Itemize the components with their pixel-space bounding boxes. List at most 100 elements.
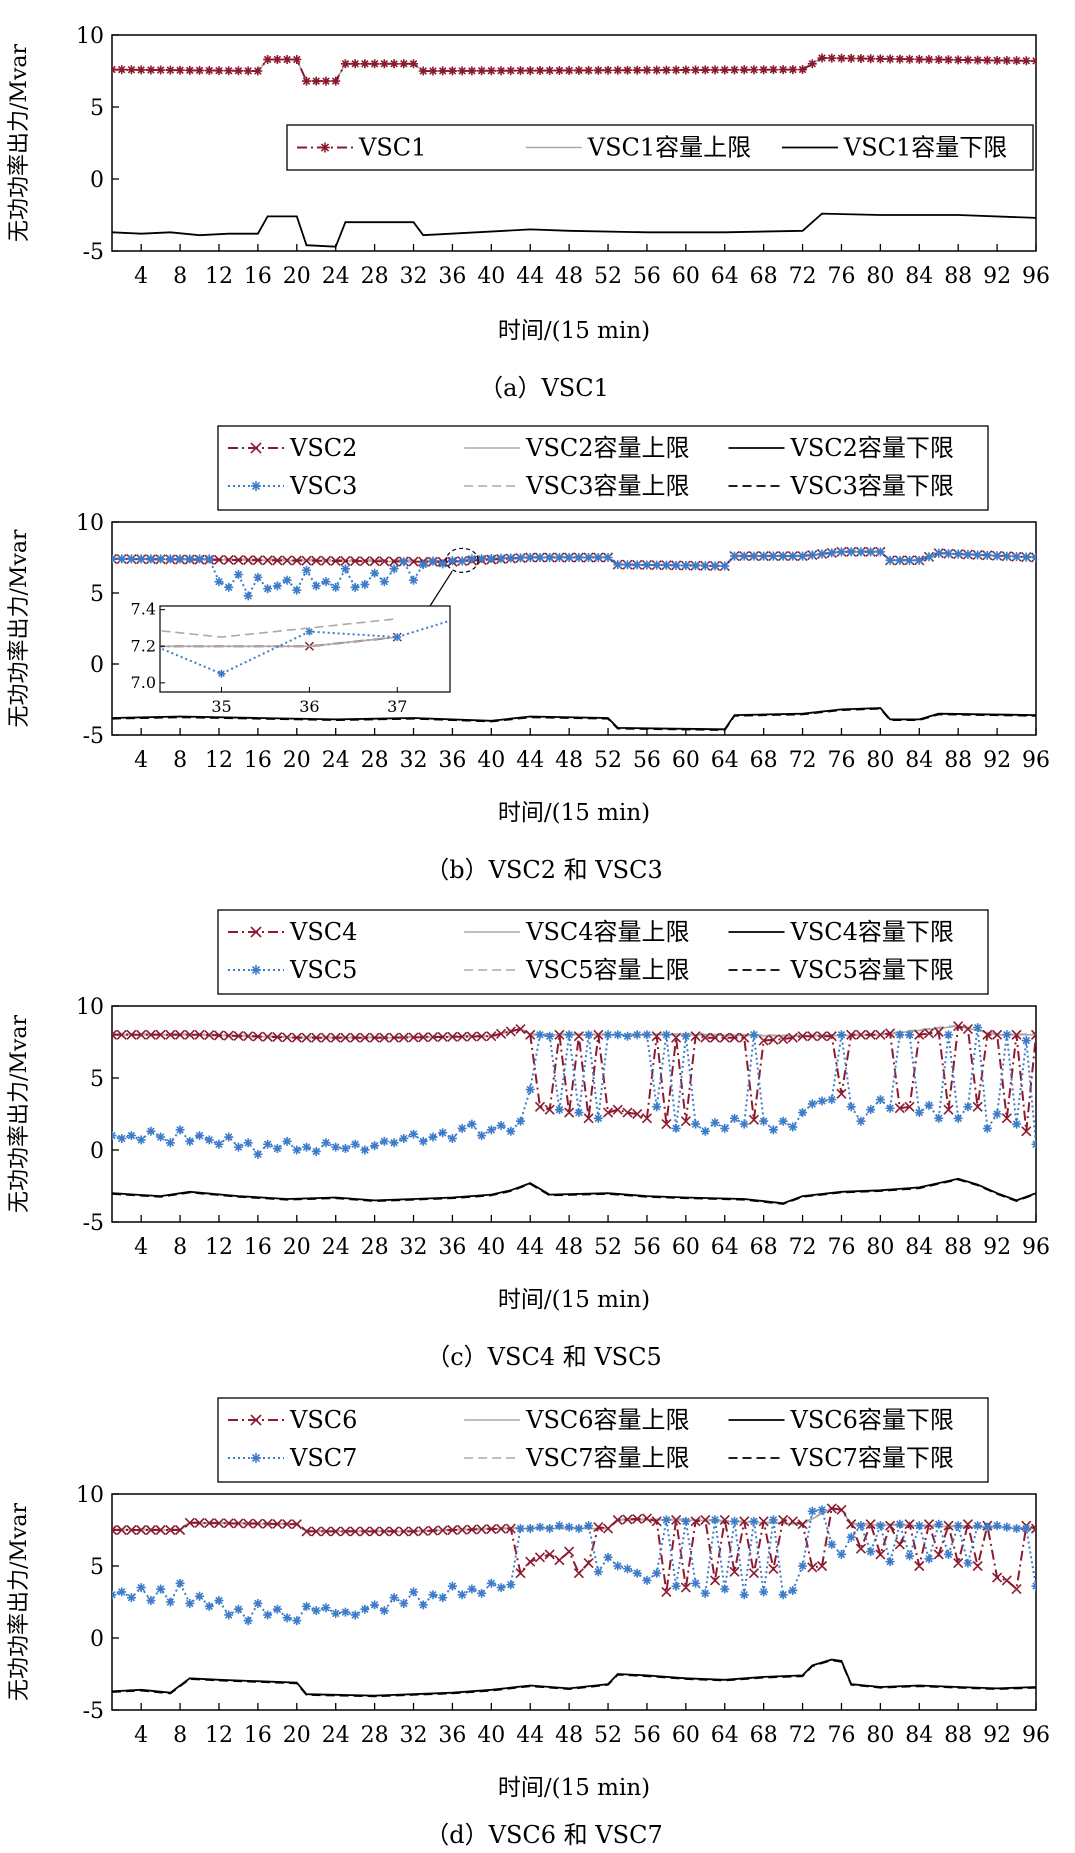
x-tick-label: 64 [711,1723,739,1748]
y-tick-label: -5 [83,1699,104,1724]
chart-caption: （d）VSC6 和 VSC7 [425,1821,662,1849]
legend-label: VSC4容量下限 [790,918,954,946]
x-tick-label: 8 [173,748,187,773]
legend-label: VSC3容量上限 [525,472,689,500]
series-line-VSC7容量下限 [112,1659,1036,1698]
x-tick-label: 72 [789,748,817,773]
plot-frame [111,521,1037,736]
x-tick-label: 12 [205,1235,233,1260]
x-axis-label: 时间/(15 min) [498,1775,650,1801]
y-tick-label: 10 [76,511,104,536]
legend-item: VSC1容量下限 [781,134,1007,162]
chart-caption: （c）VSC4 和 VSC5 [426,1343,662,1371]
x-tick-label: 64 [711,1235,739,1260]
x-tick-label: 56 [633,264,661,289]
series-markers-VSC3 [112,547,1036,601]
plot-frame [111,34,1037,252]
x-tick-label: 92 [983,1235,1011,1260]
x-tick-label: 60 [672,264,700,289]
inset-x-tick-label: 37 [387,697,407,716]
y-tick-label: 10 [76,24,104,49]
legend: VSC1 VSC1容量上限 VSC1容量下限 [286,124,1034,171]
x-tick-label: 88 [944,264,972,289]
legend-label: VSC7 [289,1444,357,1472]
legend-item: VSC6容量上限 [464,1406,690,1434]
legend-item: VSC7容量上限 [464,1444,690,1472]
x-tick-label: 24 [322,264,350,289]
x-tick-label: 12 [205,264,233,289]
x-tick-label: 84 [905,1235,933,1260]
x-tick-label: 76 [827,1235,855,1260]
inset-line-VSC3 [160,619,450,675]
legend-item: VSC4 [228,918,357,946]
series-line-VSC3容量下限 [112,707,1036,731]
x-tick-label: 84 [905,1723,933,1748]
x-tick-label: 24 [322,1235,350,1260]
x-tick-label: 80 [866,264,894,289]
x-tick-label: 12 [205,1723,233,1748]
x-tick-label: 68 [750,1235,778,1260]
y-tick-label: 5 [90,96,104,121]
x-tick-label: 28 [361,1235,389,1260]
x-tick-label: 4 [134,1723,148,1748]
series-markers-VSC4 [112,1021,1036,1137]
inset-x-tick-label: 35 [211,697,231,716]
series-line-VSC6 [112,1507,1036,1593]
x-tick-label: 36 [438,1235,466,1260]
series-markers-VSC6 [112,1503,1036,1597]
inset-y-tick-label: 7.4 [131,600,156,619]
inset-y-tick-label: 7.0 [131,673,156,692]
inset-x-tick-label: 36 [299,697,319,716]
x-tick-label: 52 [594,748,622,773]
x-tick-label: 68 [750,264,778,289]
inset-line-VSC2容量上限 [160,636,398,648]
x-tick-label: 68 [750,1723,778,1748]
legend-label: VSC6容量上限 [525,1406,689,1434]
legend-item: VSC4容量上限 [464,918,690,946]
x-tick-label: 92 [983,264,1011,289]
x-tick-label: 20 [283,748,311,773]
x-tick-label: 96 [1022,264,1050,289]
legend-item: VSC2 [228,434,357,462]
x-tick-label: 80 [866,1723,894,1748]
y-tick-label: 5 [90,582,104,607]
chart-caption: （b）VSC2 和 VSC3 [425,856,662,884]
x-axis-label: 时间/(15 min) [498,318,650,344]
y-tick-label: 0 [90,1627,104,1652]
legend-label: VSC1容量上限 [587,134,751,162]
y-axis-label: 无功功率出力/Mvar [7,44,32,242]
x-tick-label: 48 [555,264,583,289]
legend-item: VSC1容量上限 [525,134,751,162]
legend: VSC4 VSC4容量上限 VSC4容量下限 VSC5 VSC5容量上限 VSC5容量下限 [217,909,989,995]
series-line-VSC4容量下限 [112,1177,1036,1205]
x-axis-label: 时间/(15 min) [498,1287,650,1313]
x-tick-label: 44 [516,264,544,289]
x-tick-label: 52 [594,1723,622,1748]
series-line-VSC4 [112,1024,1036,1132]
x-tick-label: 52 [594,264,622,289]
x-tick-label: 28 [361,1723,389,1748]
inset-line-VSC3容量上限 [160,618,398,638]
x-tick-label: 40 [477,748,505,773]
series-line-VSC1容量下限 [112,212,1036,248]
x-tick-label: 80 [866,748,894,773]
y-tick-label: 10 [76,1483,104,1508]
y-axis-label: 无功功率出力/Mvar [7,1015,32,1213]
x-tick-label: 16 [244,264,272,289]
legend-item: VSC4容量下限 [728,918,954,946]
legend-label: VSC4容量上限 [525,918,689,946]
legend-label: VSC7容量上限 [525,1444,689,1472]
y-tick-label: -5 [83,724,104,749]
x-tick-label: 12 [205,748,233,773]
legend-label: VSC7容量下限 [790,1444,954,1472]
legend-item: VSC2容量上限 [464,434,690,462]
y-tick-label: 0 [90,1139,104,1164]
x-tick-label: 56 [633,748,661,773]
y-tick-label: 0 [90,168,104,193]
x-tick-label: 96 [1022,1235,1050,1260]
y-axis-label: 无功功率出力/Mvar [7,529,32,727]
y-tick-label: 5 [90,1067,104,1092]
legend-item: VSC5容量上限 [464,956,690,984]
